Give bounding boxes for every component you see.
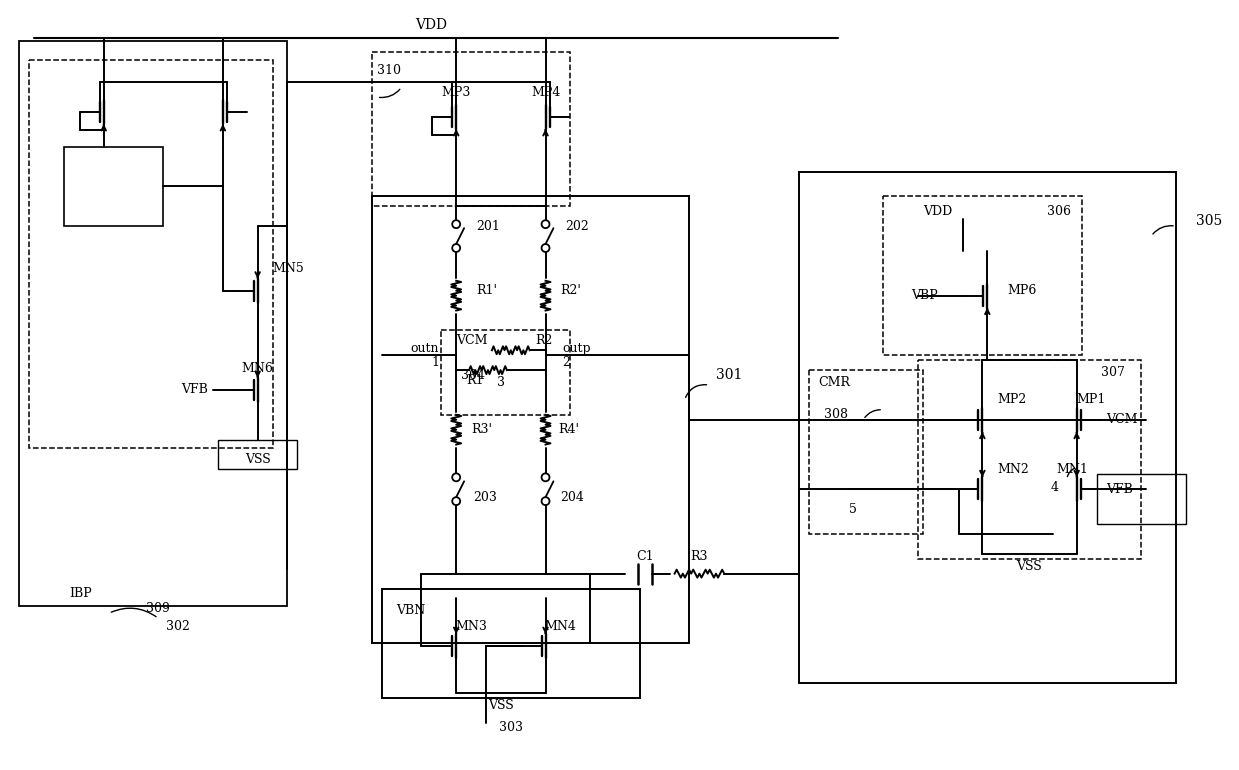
Text: MP4: MP4 (530, 85, 560, 99)
Text: MP3: MP3 (441, 85, 471, 99)
Text: MN5: MN5 (273, 263, 305, 276)
Bar (218, 440, 297, 470)
Text: VSS: VSS (245, 453, 270, 466)
Text: VSS: VSS (488, 699, 514, 712)
Text: MP1: MP1 (1077, 393, 1106, 407)
Text: R2: R2 (535, 334, 553, 346)
Text: 306: 306 (1047, 205, 1070, 218)
Text: 303: 303 (499, 721, 523, 734)
Bar (372, 196, 689, 643)
Text: 203: 203 (473, 490, 497, 504)
Text: 5: 5 (850, 503, 857, 516)
Bar (809, 370, 923, 534)
Bar (441, 330, 570, 415)
Text: R4': R4' (559, 424, 580, 436)
Text: VFB: VFB (181, 383, 208, 397)
Text: 310: 310 (377, 64, 400, 77)
Text: 309: 309 (146, 602, 170, 615)
Text: R3: R3 (690, 551, 709, 563)
Text: outp: outp (563, 342, 591, 355)
Text: VBP: VBP (911, 290, 938, 302)
Text: 3: 3 (497, 376, 504, 389)
Text: 2: 2 (563, 356, 570, 369)
Text: VCM: VCM (1106, 413, 1137, 427)
Text: VFB: VFB (1106, 483, 1134, 496)
Text: 202: 202 (565, 219, 589, 233)
Text: VCM: VCM (456, 334, 488, 346)
Text: VDD: VDD (415, 18, 447, 32)
Text: VBN: VBN (396, 604, 426, 617)
Text: C1: C1 (636, 551, 654, 563)
Bar (20, 41, 287, 607)
Text: MN2: MN2 (997, 463, 1030, 476)
Text: 305: 305 (1196, 214, 1222, 228)
Text: CMR: CMR (819, 376, 850, 389)
Text: 204: 204 (560, 490, 585, 504)
Text: MN1: MN1 (1057, 463, 1089, 476)
Text: 304: 304 (461, 369, 486, 382)
Text: VSS: VSS (1016, 561, 1042, 573)
Bar (372, 52, 570, 206)
Text: R2': R2' (560, 284, 581, 297)
Text: VDD: VDD (923, 205, 953, 218)
Text: 201: 201 (476, 219, 499, 233)
Text: 302: 302 (166, 620, 190, 633)
Bar (1097, 474, 1186, 524)
Text: 308: 308 (824, 408, 849, 421)
Text: 4: 4 (1051, 480, 1059, 494)
Text: IBP: IBP (69, 587, 92, 600)
Bar (30, 60, 273, 447)
Text: R1: R1 (466, 373, 483, 387)
Bar (883, 196, 1082, 355)
Text: MN6: MN6 (242, 362, 274, 375)
Bar (799, 172, 1176, 683)
Text: MN3: MN3 (455, 620, 487, 633)
Text: R1': R1' (476, 284, 497, 297)
Text: 301: 301 (716, 368, 742, 382)
Text: R3': R3' (471, 424, 492, 436)
Text: MN4: MN4 (544, 620, 576, 633)
Bar (64, 147, 164, 226)
Text: 1: 1 (431, 356, 440, 369)
Bar (918, 360, 1141, 559)
Text: outn: outn (411, 342, 440, 355)
Text: MP2: MP2 (997, 393, 1026, 407)
Text: MP6: MP6 (1007, 284, 1037, 297)
Bar (382, 588, 639, 698)
Text: 307: 307 (1101, 366, 1125, 379)
